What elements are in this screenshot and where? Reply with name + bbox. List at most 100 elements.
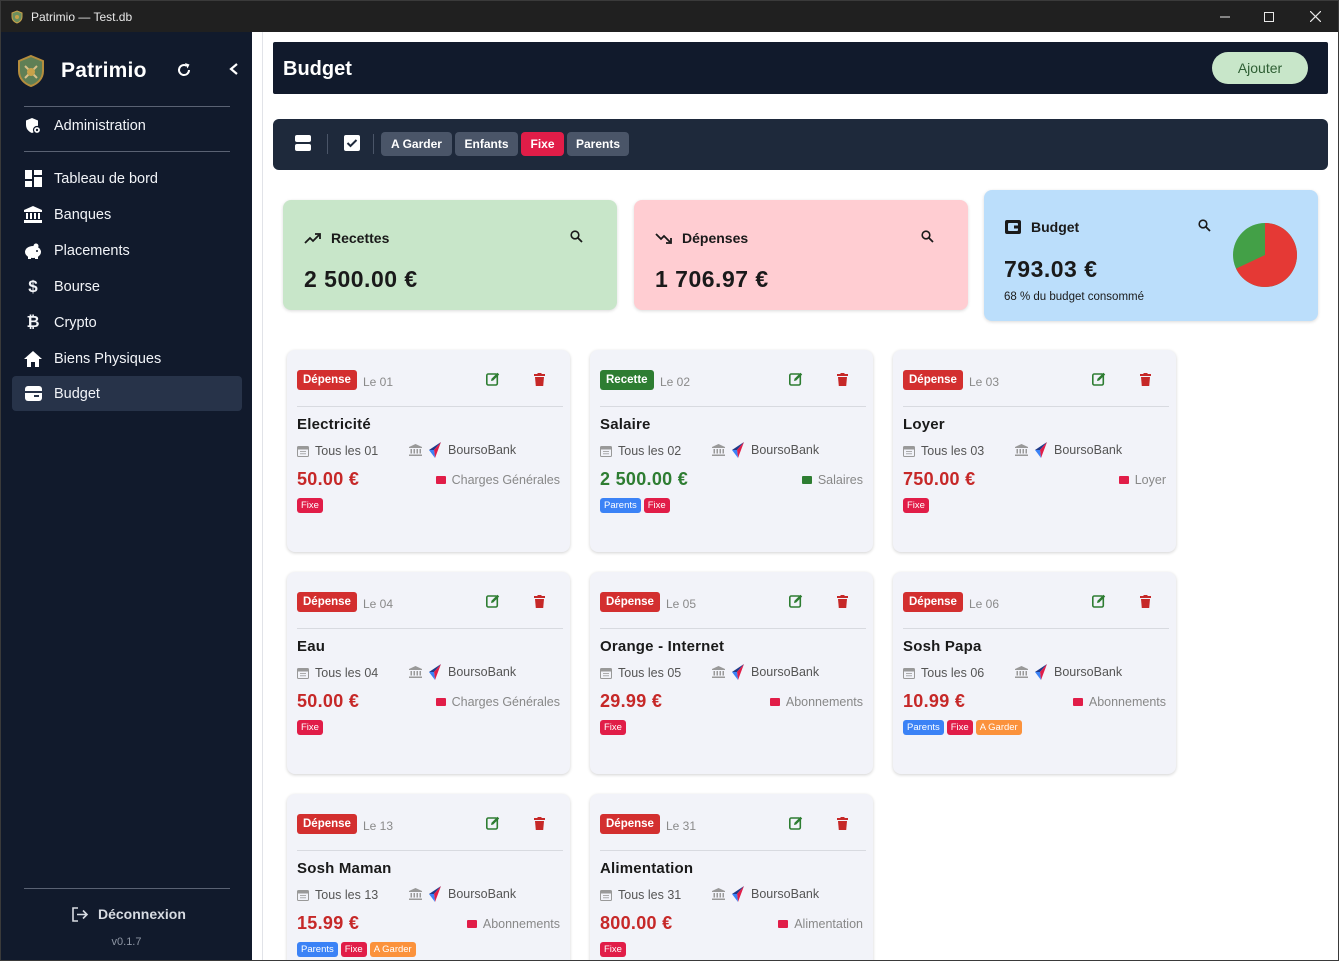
boursobank-logo-icon [429,886,441,902]
frequency-text: Tous les 05 [618,666,682,680]
sidebar-item-banques[interactable]: Banques [12,197,242,232]
chevron-left-icon[interactable] [228,62,240,76]
budget-card: Dépense Le 01 Electricité Tous les 01 Bo… [287,350,570,552]
trash-icon[interactable] [837,595,848,608]
trash-icon[interactable] [1140,373,1151,386]
search-icon[interactable] [1198,219,1211,232]
card-tags: Fixe [600,720,629,735]
edit-icon[interactable] [789,594,803,608]
checkbox-checked-icon[interactable] [344,135,360,151]
bank-icon [24,206,42,224]
bank-icon [409,444,422,456]
type-badge: Dépense [903,370,963,390]
sidebar-divider [24,888,230,889]
logout-button[interactable]: Déconnexion [72,906,186,922]
type-badge: Dépense [600,592,660,612]
day-label: Le 04 [363,597,394,611]
sidebar-item-label: Budget [54,385,100,402]
bank: BoursoBank [1015,664,1122,680]
frequency: Tous les 31 [600,888,681,902]
edit-icon[interactable] [486,372,500,386]
search-icon[interactable] [570,230,583,243]
category-tag-icon [435,476,446,484]
trash-icon[interactable] [534,595,545,608]
filter-tag-fixe[interactable]: Fixe [521,132,564,156]
frequency: Tous les 04 [297,666,378,680]
category-tag-icon [1118,476,1129,484]
sidebar-item-biens-physiques[interactable]: Biens Physiques [12,341,242,376]
tag-badge: A Garder [369,942,416,957]
budget-card: Dépense Le 04 Eau Tous les 04 BoursoBank… [287,572,570,774]
edit-icon[interactable] [486,594,500,608]
boursobank-logo-icon [429,664,441,680]
frequency-text: Tous les 06 [921,666,985,680]
close-window-button[interactable] [1292,1,1338,32]
filter-tag-a-garder[interactable]: A Garder [381,132,452,156]
sidebar-item-budget[interactable]: Budget [12,376,242,411]
content-border [262,32,263,960]
edit-icon[interactable] [1092,372,1106,386]
type-badge: Dépense [600,814,660,834]
sidebar-item-label: Placements [54,242,130,259]
logout-label: Déconnexion [98,906,186,922]
filter-tag-parents[interactable]: Parents [567,132,629,156]
category: Charges Générales [435,695,560,709]
edit-icon[interactable] [1092,594,1106,608]
dollar-icon: $ [28,276,38,296]
frequency: Tous les 05 [600,666,681,680]
card-divider [600,850,866,851]
bank-icon [409,888,422,900]
toolbar-divider [373,134,374,154]
bank-name: BoursoBank [751,887,820,901]
expenses-value: 1 706.97 € [655,266,769,292]
edit-icon[interactable] [789,372,803,386]
amount: 10.99 € [903,691,966,711]
frequency-text: Tous les 03 [921,444,985,458]
filter-tag-enfants[interactable]: Enfants [455,132,518,156]
bank: BoursoBank [712,664,819,680]
card-divider [600,406,866,407]
refresh-icon[interactable] [176,62,192,78]
category: Loyer [1118,473,1166,487]
sidebar-divider [24,106,230,107]
add-button[interactable]: Ajouter [1212,52,1308,84]
page-title: Budget [283,58,352,80]
brand: Patrimio [15,54,147,88]
app-version: v0.1.7 [111,936,142,948]
calendar-icon [600,668,612,679]
tag-badge: Parents [600,498,641,513]
maximize-icon [1264,11,1274,22]
brand-name: Patrimio [61,59,147,82]
bank: BoursoBank [409,664,516,680]
bitcoin-icon: ₿ [26,313,40,331]
shield-gear-icon [24,117,42,135]
edit-icon[interactable] [486,816,500,830]
bank-name: BoursoBank [751,665,820,679]
sidebar-item-bourse[interactable]: $ Bourse [12,269,242,304]
trash-icon[interactable] [837,817,848,830]
edit-icon[interactable] [789,816,803,830]
budget-consumed-text: 68 % du budget consommé [1004,291,1145,303]
title-bar: Patrimio — Test.db [1,1,1338,32]
trash-icon[interactable] [1140,595,1151,608]
home-icon [24,350,42,368]
sidebar-item-administration[interactable]: Administration [12,108,242,143]
boursobank-logo-icon [1035,664,1047,680]
sidebar-item-tableau-de-bord[interactable]: Tableau de bord [12,161,242,196]
search-icon[interactable] [921,230,934,243]
sidebar-item-crypto[interactable]: ₿ Crypto [12,305,242,340]
frequency: Tous les 01 [297,444,378,458]
type-badge: Dépense [297,814,357,834]
sidebar-item-placements[interactable]: Placements [12,233,242,268]
minimize-button[interactable] [1202,1,1248,32]
day-label: Le 01 [363,375,394,389]
trash-icon[interactable] [534,373,545,386]
tag-badge: Parents [297,942,338,957]
income-summary-card: Recettes 2 500.00 € [283,200,617,310]
day-label: Le 06 [969,597,1000,611]
trash-icon[interactable] [534,817,545,830]
maximize-button[interactable] [1246,1,1292,32]
view-toggle-icon[interactable] [295,135,311,152]
category-text: Salaires [817,473,863,487]
trash-icon[interactable] [837,373,848,386]
